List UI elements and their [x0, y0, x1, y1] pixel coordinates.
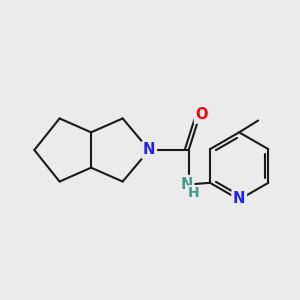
- Text: N: N: [233, 191, 245, 206]
- Text: O: O: [196, 107, 208, 122]
- Text: N: N: [143, 142, 155, 158]
- Text: N: N: [180, 177, 193, 192]
- Text: H: H: [188, 186, 200, 200]
